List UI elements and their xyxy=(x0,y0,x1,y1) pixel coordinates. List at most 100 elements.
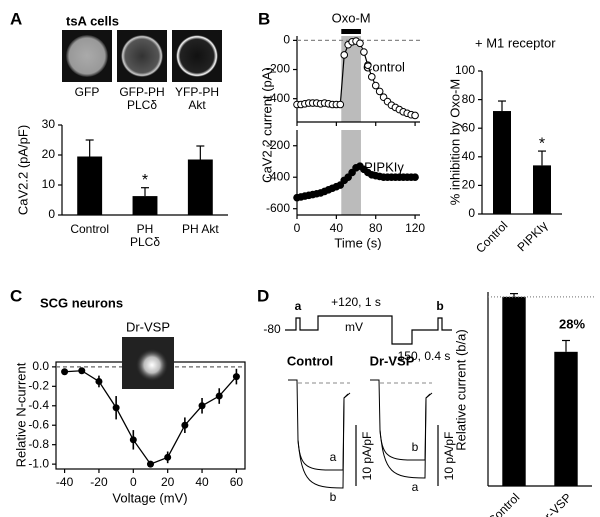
data-point xyxy=(348,168,356,177)
data-point xyxy=(336,181,345,189)
annotation: 28% xyxy=(559,316,585,331)
y-tick-label: 0 xyxy=(48,207,55,221)
application-shade xyxy=(341,36,361,122)
data-point xyxy=(198,402,206,410)
protocol-label: mV xyxy=(345,320,363,334)
chart-title: Oxo-M xyxy=(332,10,371,25)
data-point xyxy=(129,436,137,444)
y-tick-label: 20 xyxy=(462,178,476,192)
y-tick-label: -200 xyxy=(266,138,290,152)
y-tick-label: 0 xyxy=(283,33,290,47)
data-point xyxy=(336,100,345,109)
trace-label: a xyxy=(412,480,419,494)
x-tick-label: 20 xyxy=(161,475,175,489)
protocol-label: +120, 1 s xyxy=(331,295,381,309)
bar xyxy=(554,351,578,486)
significance: * xyxy=(539,135,545,152)
bar xyxy=(132,196,158,215)
y-tick-label: 40 xyxy=(462,149,476,163)
data-point xyxy=(367,73,376,81)
data-point xyxy=(364,61,372,69)
data-point xyxy=(61,368,69,376)
data-point xyxy=(375,87,384,96)
data-point xyxy=(371,81,380,90)
x-tick-label: -40 xyxy=(56,475,74,489)
trace-title: Dr-VSP xyxy=(370,353,415,368)
data-point xyxy=(360,48,368,56)
current-trace xyxy=(370,379,433,461)
y-axis-label: CaV2.2 current (pA) xyxy=(259,67,274,183)
data-point xyxy=(411,173,419,182)
image-caption: YFP-PH Akt xyxy=(174,85,219,112)
y-tick-label: -0.8 xyxy=(28,437,49,451)
y-axis-label: Relative current (b/a) xyxy=(453,329,468,450)
y-tick-label: 30 xyxy=(42,117,56,131)
trace-label: b xyxy=(412,440,419,454)
trace-title: Control xyxy=(287,353,333,368)
panel-label: C xyxy=(10,286,22,305)
y-tick-label: -400 xyxy=(266,91,290,105)
data-point xyxy=(164,453,172,461)
cell xyxy=(66,35,108,77)
x-tick-label: 40 xyxy=(195,475,209,489)
protocol-label: a xyxy=(295,299,302,313)
application-bar xyxy=(341,29,361,34)
y-tick-label: 80 xyxy=(462,92,476,106)
scale-label: 10 pA/pF xyxy=(442,432,456,481)
x-tick-label: PIPKIγ xyxy=(515,218,551,254)
neuron xyxy=(136,349,168,381)
panel-label: B xyxy=(258,9,270,28)
y-tick-label: -0.2 xyxy=(28,378,49,392)
scale-label: 10 pA/pF xyxy=(360,432,374,481)
x-tick-label: PH PLCδ xyxy=(129,222,161,249)
current-trace xyxy=(297,393,349,489)
y-axis-label: Relative N-current xyxy=(13,362,28,467)
bar xyxy=(502,296,526,486)
protocol-label: -150, 0.4 s xyxy=(394,349,451,363)
data-point xyxy=(411,111,419,120)
x-tick-label: 0 xyxy=(130,475,137,489)
data-point xyxy=(112,404,120,412)
y-tick-label: 0 xyxy=(468,206,475,220)
data-point xyxy=(344,173,352,182)
chart-title: SCG neurons xyxy=(40,295,123,310)
trace-label: a xyxy=(330,450,337,464)
y-tick-label: -400 xyxy=(266,169,290,183)
bar xyxy=(493,111,511,214)
x-tick-label: PH Akt xyxy=(181,222,219,236)
y-tick-label: -200 xyxy=(266,62,290,76)
voltage-protocol xyxy=(285,315,452,345)
inset-label: Dr-VSP xyxy=(126,319,170,334)
significance: * xyxy=(142,172,148,189)
panel-label: D xyxy=(257,286,269,305)
subtitle: + M1 receptor xyxy=(475,35,556,50)
cell xyxy=(176,35,218,77)
x-tick-label: 0 xyxy=(294,221,301,235)
x-tick-label: Control xyxy=(70,222,109,236)
y-tick-label: 20 xyxy=(42,147,56,161)
current-trace xyxy=(379,393,431,479)
trace-label: b xyxy=(330,490,337,504)
data-point xyxy=(78,367,86,375)
protocol-label: -80 xyxy=(263,322,281,336)
x-tick-label: 120 xyxy=(405,221,425,235)
series-label: PIPKIγ xyxy=(364,159,404,174)
x-tick-label: 60 xyxy=(230,475,244,489)
bar xyxy=(187,159,213,215)
y-tick-label: -1.0 xyxy=(28,456,49,470)
y-tick-label: 100 xyxy=(455,63,475,77)
x-tick-label: Control xyxy=(485,490,522,517)
x-tick-label: Dr-VSP xyxy=(536,490,575,517)
cell xyxy=(121,35,163,77)
series-label: Control xyxy=(363,59,405,74)
y-axis-label: % inhibition by Oxo-M xyxy=(447,79,462,205)
current-trace xyxy=(288,379,351,471)
panel-label: A xyxy=(10,9,22,28)
data-point xyxy=(181,421,189,429)
protocol-label: b xyxy=(436,299,443,313)
y-tick-label: 60 xyxy=(462,120,476,134)
data-point xyxy=(95,377,103,385)
data-point xyxy=(340,51,349,59)
